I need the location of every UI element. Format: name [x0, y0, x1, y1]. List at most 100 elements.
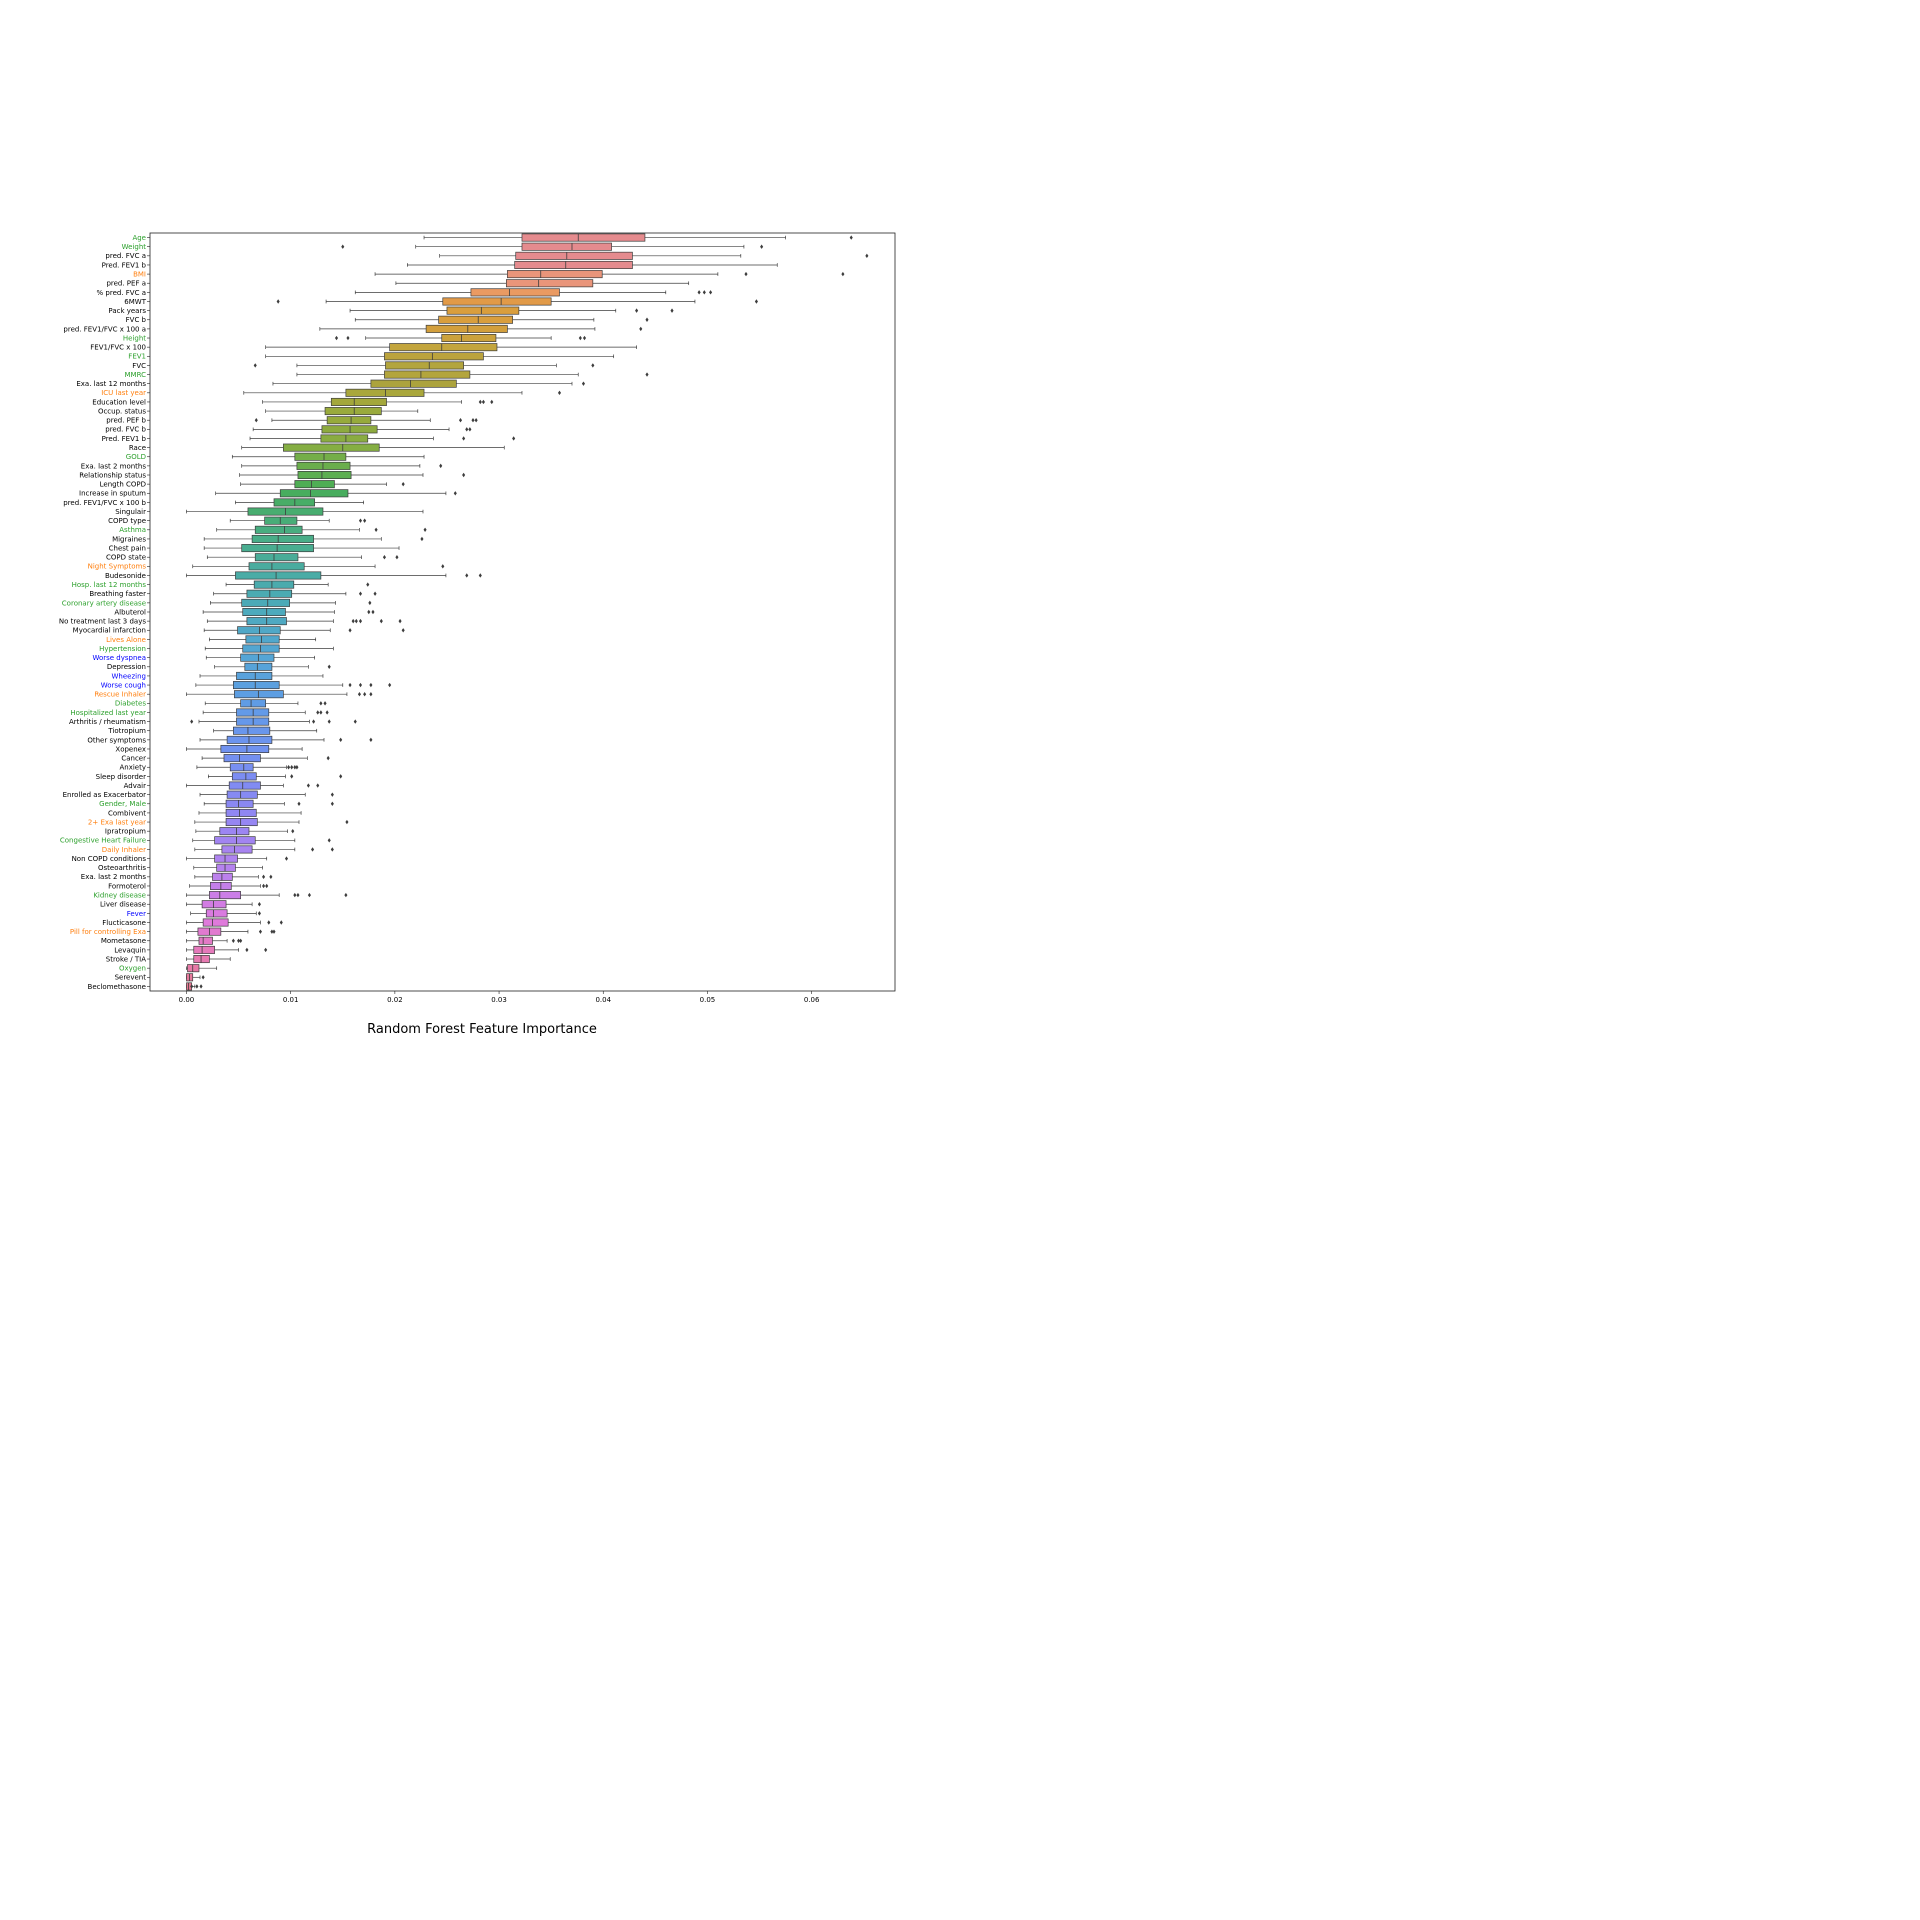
- feature-box: [202, 607, 375, 617]
- outlier-point: [582, 335, 587, 341]
- outlier-point: [635, 308, 639, 313]
- outlier-point: [345, 819, 349, 825]
- outlier-point: [357, 691, 361, 697]
- y-tick-label: Migraines: [112, 535, 146, 543]
- feature-box: [186, 936, 243, 945]
- feature-box: [201, 754, 330, 763]
- iqr-box: [226, 735, 273, 744]
- outlier-point: [557, 390, 562, 396]
- feature-box: [265, 407, 419, 416]
- feature-box: [199, 790, 334, 799]
- iqr-box: [245, 635, 280, 644]
- outlier-point: [512, 436, 516, 441]
- feature-box: [192, 562, 445, 571]
- feature-box: [204, 644, 334, 653]
- iqr-box: [241, 598, 290, 607]
- outlier-point: [363, 691, 367, 697]
- feature-box: [334, 334, 587, 343]
- y-tick-label: Worse cough: [101, 681, 146, 689]
- x-tick-label: 0.01: [283, 996, 299, 1004]
- outlier-point: [371, 609, 375, 615]
- outlier-point: [581, 381, 585, 386]
- iqr-box: [198, 936, 213, 945]
- outlier-point: [395, 555, 399, 560]
- feature-box: [207, 772, 343, 781]
- outlier-point: [366, 582, 370, 587]
- y-tick-label: Anxiety: [119, 764, 146, 772]
- iqr-box: [228, 781, 261, 790]
- iqr-box: [225, 799, 254, 808]
- iqr-box: [205, 909, 228, 918]
- y-tick-label: BMI: [133, 270, 146, 278]
- outlier-point: [578, 335, 582, 341]
- outlier-point: [290, 765, 294, 770]
- y-tick-label: Diabetes: [115, 700, 146, 708]
- outlier-point: [339, 737, 343, 743]
- outlier-point: [269, 874, 273, 880]
- y-tick-label: Age: [132, 234, 146, 242]
- x-tick-label: 0.06: [804, 996, 820, 1004]
- y-tick-label: Weight: [122, 243, 147, 251]
- feature-box: [199, 671, 324, 680]
- iqr-box: [264, 516, 298, 525]
- x-tick-label: 0.05: [700, 996, 716, 1004]
- y-tick-label: Mometasone: [101, 937, 146, 945]
- iqr-box: [370, 379, 457, 388]
- outlier-point: [201, 975, 205, 980]
- feature-box: [241, 443, 505, 452]
- iqr-box: [385, 361, 464, 370]
- feature-box: [265, 352, 615, 361]
- outlier-point: [348, 682, 352, 688]
- outlier-point: [639, 326, 643, 332]
- outlier-point: [257, 911, 261, 916]
- iqr-box: [279, 489, 349, 498]
- y-tick-label: Kidney disease: [93, 892, 146, 900]
- feature-box: [341, 242, 764, 251]
- y-tick-label: Pred. FEV1 b: [102, 435, 147, 443]
- iqr-box: [240, 653, 275, 662]
- outlier-point: [369, 691, 373, 697]
- y-tick-label: Flucticasone: [102, 919, 146, 927]
- feature-box: [206, 617, 402, 626]
- iqr-box: [240, 699, 267, 708]
- feature-box: [239, 471, 466, 480]
- y-tick-label: Coronary artery disease: [62, 599, 146, 607]
- y-tick-label: % pred. FVC a: [97, 289, 146, 297]
- boxes-layer: [186, 233, 869, 991]
- feature-box: [203, 544, 400, 553]
- outlier-point: [465, 427, 469, 432]
- y-tick-label: Wheezing: [112, 672, 146, 680]
- y-tick-label: Worse dyspnea: [92, 654, 146, 662]
- feature-box: [186, 945, 268, 954]
- feature-box: [193, 863, 263, 872]
- feature-box: [186, 964, 218, 973]
- outlier-point: [325, 710, 329, 715]
- feature-box: [243, 388, 562, 397]
- y-tick-label: Occup. status: [98, 407, 146, 415]
- y-tick-label: pred. FVC b: [105, 426, 146, 434]
- outlier-point: [744, 271, 748, 277]
- outlier-point: [423, 527, 427, 533]
- outlier-point: [253, 363, 257, 368]
- feature-box: [241, 461, 443, 470]
- y-tick-label: Ipratropium: [105, 828, 146, 836]
- iqr-box: [225, 818, 258, 827]
- y-tick-label: Exa. last 12 months: [76, 380, 146, 388]
- feature-box: [202, 708, 329, 717]
- iqr-box: [226, 790, 258, 799]
- outlier-point: [379, 618, 383, 624]
- feature-box: [186, 900, 261, 909]
- outlier-point: [291, 828, 295, 834]
- outlier-point: [760, 244, 764, 249]
- outlier-point: [290, 774, 294, 779]
- outlier-point: [346, 335, 350, 341]
- feature-box: [205, 653, 315, 662]
- outlier-point: [272, 929, 276, 934]
- outlier-point: [369, 737, 373, 743]
- feature-box: [265, 343, 637, 352]
- feature-box: [262, 397, 494, 406]
- outlier-point: [254, 418, 258, 423]
- outlier-point: [462, 472, 466, 478]
- feature-box: [203, 626, 405, 635]
